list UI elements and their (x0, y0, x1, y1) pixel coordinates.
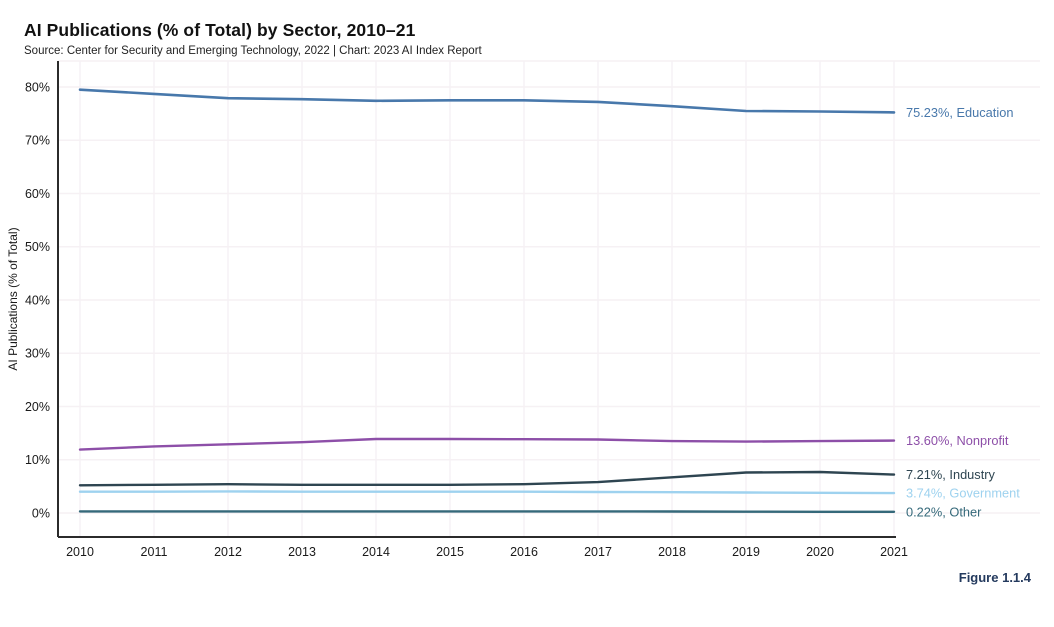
x-tick-label: 2015 (436, 545, 464, 559)
y-tick-label: 40% (25, 293, 50, 307)
source-subtitle: Source: Center for Security and Emerging… (24, 45, 482, 57)
x-tick-label: 2013 (288, 545, 316, 559)
y-tick-label: 10% (25, 453, 50, 467)
series-line-education (78, 88, 896, 114)
figure-number-label: Figure 1.1.4 (958, 570, 1031, 585)
x-tick-label: 2012 (214, 545, 242, 559)
series-end-label-government: 3.74%, Government (906, 486, 1020, 501)
y-tick-label: 30% (25, 347, 50, 361)
x-tick-label: 2010 (66, 545, 94, 559)
x-tick-label: 2016 (510, 545, 538, 559)
page-title: AI Publications (% of Total) by Sector, … (24, 20, 416, 40)
series-line-industry (78, 470, 896, 487)
y-tick-label: 50% (25, 240, 50, 254)
y-axis-title: AI Publications (% of Total) (6, 227, 20, 370)
x-tick-label: 2018 (658, 545, 686, 559)
y-tick-label: 20% (25, 400, 50, 414)
x-tick-label: 2014 (362, 545, 390, 559)
x-tick-label: 2019 (732, 545, 760, 559)
y-tick-label: 0% (32, 506, 50, 520)
series-end-label-education: 75.23%, Education (906, 105, 1013, 120)
series-end-label-other: 0.22%, Other (906, 504, 982, 519)
series-end-label-nonprofit: 13.60%, Nonprofit (906, 433, 1009, 448)
x-tick-label: 2017 (584, 545, 612, 559)
x-tick-label: 2021 (880, 545, 908, 559)
series-end-label-industry: 7.21%, Industry (906, 467, 996, 482)
series-line-government (78, 490, 896, 495)
x-tick-label: 2011 (141, 545, 168, 559)
y-tick-label: 60% (25, 187, 50, 201)
x-tick-label: 2020 (806, 545, 834, 559)
y-tick-label: 80% (25, 80, 50, 94)
y-tick-label: 70% (25, 134, 50, 148)
series-line-nonprofit (78, 437, 896, 451)
